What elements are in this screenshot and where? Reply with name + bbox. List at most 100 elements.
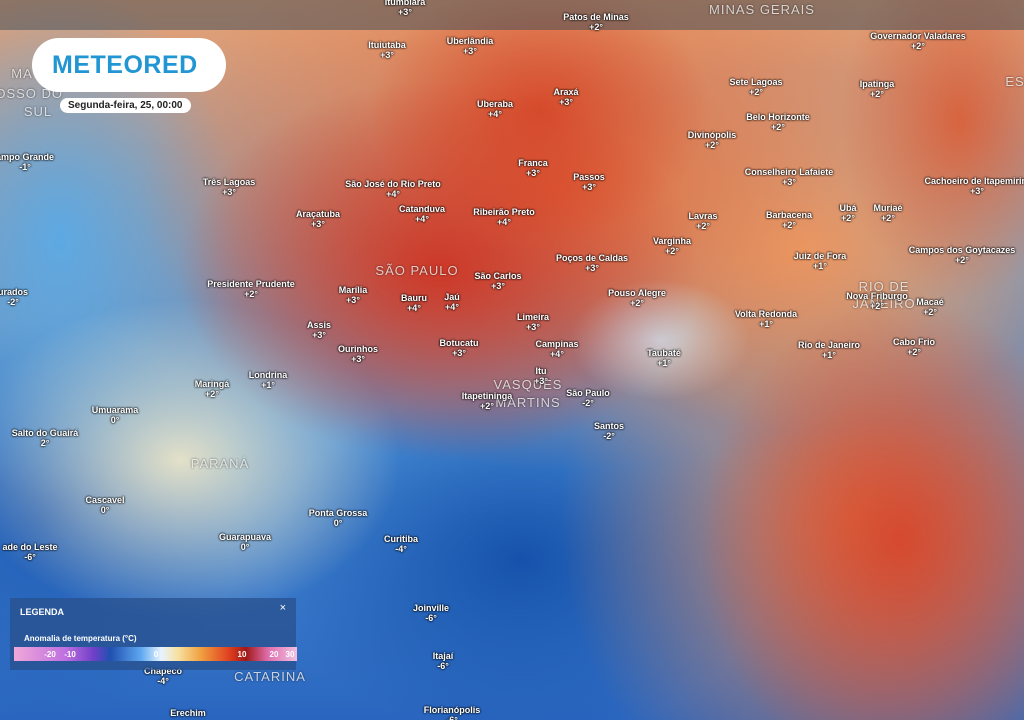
city-anomaly: 0°: [110, 415, 120, 425]
city-anomaly: +3°: [782, 177, 796, 187]
city-anomaly: 2°: [40, 438, 50, 448]
city-label: Divinópolis +2°: [688, 130, 737, 150]
city-label: Conselheiro Lafaiete +3°: [745, 167, 834, 187]
city-name: Presidente Prudente: [207, 279, 295, 289]
city-anomaly: +3°: [380, 50, 394, 60]
city-name: Muriaé: [873, 203, 903, 213]
city-name: Maringá: [194, 379, 230, 389]
city-anomaly: -6°: [425, 613, 437, 623]
city-anomaly: +2°: [841, 213, 855, 223]
city-label: Uberaba +4°: [477, 99, 513, 119]
city-name: Botucatu: [439, 338, 479, 348]
city-name: Curitiba: [383, 534, 419, 544]
state-label: JANEIRO: [852, 296, 916, 311]
city-anomaly: 0°: [100, 505, 110, 515]
city-anomaly: +2°: [705, 140, 719, 150]
city-name: Cabo Frio: [893, 337, 935, 347]
city-anomaly: -4°: [157, 676, 169, 686]
city-label: São José do Rio Preto +4°: [345, 179, 441, 199]
city-anomaly: +1°: [813, 261, 827, 271]
city-name: Itumbiara: [384, 0, 426, 7]
city-anomaly: 0°: [333, 518, 343, 528]
legend-scale-label: 10: [237, 650, 247, 659]
city-label: Ourinhos +3°: [338, 344, 378, 364]
city-anomaly: -4°: [395, 544, 407, 554]
city-anomaly: +2°: [955, 255, 969, 265]
city-label: Varginha +2°: [653, 236, 691, 256]
legend-scale-label: -10: [64, 650, 76, 659]
city-name: Guarapuava: [218, 532, 272, 542]
city-label: Muriaé +2°: [873, 203, 902, 223]
city-label: Joinville -6°: [413, 603, 449, 623]
city-name: Joinville: [412, 603, 450, 613]
city-name: Cachoeiro de Itapemirim: [924, 176, 1024, 186]
city-name: Itu: [535, 366, 547, 376]
state-label: SÃO PAULO: [375, 263, 459, 278]
city-anomaly: +2°: [244, 289, 258, 299]
city-name: Nova Friburgo: [846, 291, 908, 301]
city-label: urados -2°: [0, 287, 28, 307]
city-label: Itu +3°: [534, 366, 548, 386]
city-label: Cabo Frio +2°: [893, 337, 935, 357]
legend-scale-label: -20: [44, 650, 56, 659]
city-name: ade do Leste: [2, 542, 58, 552]
city-label: Nova Friburgo +2°: [846, 291, 908, 311]
logo[interactable]: METEORED: [32, 38, 226, 92]
city-name: Divinópolis: [687, 130, 737, 140]
city-label: São Paulo -2°: [566, 388, 610, 408]
city-anomaly: +4°: [445, 302, 459, 312]
legend-close[interactable]: ×: [279, 602, 286, 614]
city-anomaly: +3°: [585, 263, 599, 273]
city-label: Lavras +2°: [688, 211, 717, 231]
state-label: MA: [11, 66, 33, 81]
city-name: Jaú: [444, 292, 460, 302]
city-label: Catanduva +4°: [399, 204, 445, 224]
city-label: Jaú +4°: [444, 292, 460, 312]
city-name: Cascavel: [85, 495, 125, 505]
city-name: Limeira: [516, 312, 550, 322]
city-name: Lavras: [688, 211, 718, 221]
city-name: Volta Redonda: [734, 309, 798, 319]
city-anomaly: +2°: [881, 213, 895, 223]
city-anomaly: -2°: [582, 398, 594, 408]
city-label: Umuarama 0°: [92, 405, 139, 425]
city-label: Volta Redonda +1°: [735, 309, 797, 329]
city-anomaly: +3°: [452, 348, 466, 358]
city-anomaly: -2°: [7, 297, 19, 307]
city-label: Passos +3°: [573, 172, 605, 192]
city-label: Três Lagoas +3°: [203, 177, 256, 197]
city-anomaly: +3°: [970, 186, 984, 196]
city-anomaly: +2°: [205, 389, 219, 399]
city-name: Ourinhos: [338, 344, 378, 354]
city-anomaly: +3°: [559, 97, 573, 107]
city-label: Itajaí -6°: [433, 651, 454, 671]
legend-scale-label: 0: [153, 650, 159, 659]
city-label: Ituiutaba +3°: [368, 40, 406, 60]
city-label: Erechim: [170, 708, 206, 718]
city-name: Ituiutaba: [368, 40, 406, 50]
city-label: Taubaté +1°: [647, 348, 681, 368]
city-label: Limeira +3°: [517, 312, 549, 332]
city-label: Salto do Guairá 2°: [12, 428, 79, 448]
city-anomaly: +4°: [415, 214, 429, 224]
date-label: Segunda-feira, 25, 00:00: [60, 98, 191, 113]
city-anomaly: +2°: [749, 87, 763, 97]
legend-scale-label: 20: [269, 650, 279, 659]
city-anomaly: +2°: [870, 89, 884, 99]
city-name: Erechim: [170, 708, 206, 718]
city-label: Campinas +4°: [535, 339, 578, 359]
state-label: CATARINA: [234, 669, 306, 684]
city-label: Assis +3°: [307, 320, 331, 340]
city-name: Poços de Caldas: [555, 253, 629, 263]
city-name: Sete Lagoas: [729, 77, 783, 87]
outside-band: [0, 0, 1024, 30]
state-label: ROSSO DO: [0, 86, 64, 101]
city-name: Campinas: [535, 339, 579, 349]
city-anomaly: +3°: [312, 330, 326, 340]
state-label: SUL: [23, 104, 53, 119]
city-name: Londrina: [248, 370, 288, 380]
city-label: Curitiba -4°: [384, 534, 418, 554]
city-anomaly: +3°: [463, 46, 477, 56]
city-anomaly: +4°: [497, 217, 511, 227]
city-name: São Paulo: [566, 388, 610, 398]
